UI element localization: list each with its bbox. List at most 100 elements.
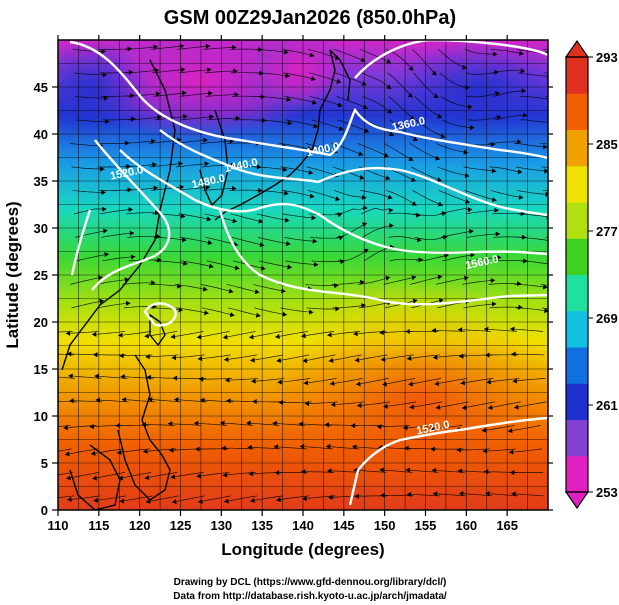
streamline xyxy=(278,401,312,403)
wind-arrowhead xyxy=(408,156,414,162)
wind-arrowhead xyxy=(183,114,188,120)
streamline xyxy=(414,96,443,119)
streamline xyxy=(434,378,468,385)
streamline xyxy=(65,331,99,334)
x-tick-label: 155 xyxy=(415,518,437,533)
wind-arrowhead xyxy=(483,469,489,475)
wind-arrowhead xyxy=(517,169,523,175)
wind-arrowhead xyxy=(170,474,176,480)
wind-arrowhead xyxy=(102,206,107,212)
streamline xyxy=(97,302,131,309)
wind-arrowhead xyxy=(442,234,448,240)
streamline xyxy=(336,222,368,238)
wind-arrowhead xyxy=(167,421,173,427)
wind-arrowhead xyxy=(146,374,152,380)
wind-arrowhead xyxy=(482,448,488,454)
wind-arrowhead xyxy=(510,469,515,476)
wind-arrowhead xyxy=(272,420,277,427)
wind-arrowhead xyxy=(99,298,104,304)
wind-arrowhead xyxy=(143,448,148,454)
wind-arrowhead xyxy=(202,286,208,292)
philippines-coastline xyxy=(117,354,171,501)
streamline xyxy=(431,469,465,473)
streamline xyxy=(406,493,440,497)
streamline xyxy=(483,328,518,332)
wind-arrowhead xyxy=(40,330,44,335)
wind-arrowhead xyxy=(410,177,416,182)
streamline xyxy=(310,236,344,239)
wind-arrowhead xyxy=(302,495,307,502)
streamline xyxy=(180,116,214,121)
wind-arrowhead xyxy=(129,230,135,236)
x-tick-label: 150 xyxy=(374,518,396,533)
wind-arrowhead xyxy=(287,120,293,126)
wind-arrowhead xyxy=(490,141,496,148)
streamline xyxy=(120,376,154,379)
wind-arrowhead xyxy=(308,309,314,315)
streamline xyxy=(464,190,497,201)
x-axis-title: Longitude (degrees) xyxy=(221,540,384,559)
wind-arrowhead xyxy=(121,397,127,403)
wind-arrowhead xyxy=(144,474,150,481)
streamline xyxy=(69,400,103,403)
colorbar-upper-extend xyxy=(564,39,590,58)
streamline xyxy=(202,307,235,316)
x-tick-label: 140 xyxy=(292,518,314,533)
wind-arrowhead xyxy=(250,357,255,363)
streamline xyxy=(380,494,414,497)
wind-arrowhead xyxy=(387,194,393,200)
streamline xyxy=(259,260,292,268)
wind-arrowhead xyxy=(491,301,497,307)
wind-arrowhead xyxy=(418,257,423,263)
wind-arrowhead xyxy=(103,228,108,234)
streamline xyxy=(335,72,367,86)
contour-1400 xyxy=(69,40,548,160)
wind-arrowhead xyxy=(205,184,211,190)
streamline xyxy=(230,213,264,223)
streamline xyxy=(221,447,255,450)
wind-arrowhead xyxy=(491,197,497,203)
wind-arrowhead xyxy=(522,112,528,118)
streamline xyxy=(403,425,437,429)
streamline xyxy=(254,307,287,316)
streamline xyxy=(76,253,109,262)
streamline xyxy=(361,207,394,215)
streamline xyxy=(122,282,156,285)
wind-arrowhead xyxy=(93,497,98,503)
streamline xyxy=(514,401,547,409)
wind-arrowhead xyxy=(460,380,466,386)
streamline xyxy=(332,304,366,309)
streamline xyxy=(438,190,471,204)
wind-arrowhead xyxy=(459,491,464,497)
wind-arrowhead xyxy=(287,264,292,270)
credit-data-source: Data from http://database.rish.kyoto-u.a… xyxy=(173,591,447,602)
streamline xyxy=(281,49,315,57)
streamline xyxy=(456,448,490,451)
streamline xyxy=(337,119,370,133)
colorbar-segment xyxy=(566,57,588,94)
streamline xyxy=(333,49,366,62)
wind-arrowhead xyxy=(359,279,365,285)
wind-arrowhead xyxy=(404,445,409,451)
wind-arrowhead xyxy=(144,333,149,339)
wind-arrowhead xyxy=(229,312,235,318)
wind-arrowhead xyxy=(514,404,519,410)
streamline xyxy=(382,378,415,386)
streamline xyxy=(171,495,205,503)
wind-arrowhead xyxy=(283,49,289,55)
wind-arrowhead xyxy=(516,138,522,145)
streamline xyxy=(200,140,234,144)
contour-1440 xyxy=(159,129,548,217)
wind-arrowhead xyxy=(153,44,158,50)
streamline xyxy=(386,190,417,206)
streamline xyxy=(149,162,183,168)
lat-lon-grid xyxy=(58,40,548,510)
wind-arrowhead xyxy=(233,68,238,74)
wind-arrowhead xyxy=(151,280,156,286)
wind-arrowhead xyxy=(118,475,124,481)
streamline xyxy=(258,237,291,245)
wind-arrowhead xyxy=(63,425,68,431)
streamline xyxy=(414,236,448,241)
streamline xyxy=(144,472,178,479)
wind-arrowhead xyxy=(511,351,516,357)
